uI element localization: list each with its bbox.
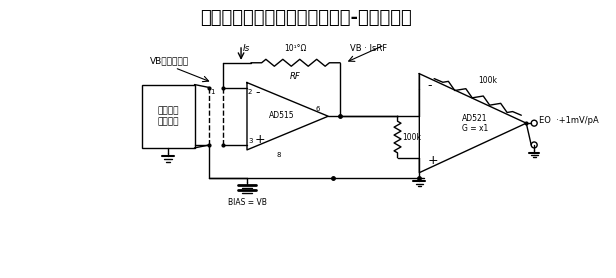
Text: 具有接地的偏压和传感器的电流-电压变换器: 具有接地的偏压和传感器的电流-电压变换器 — [201, 9, 412, 27]
Text: 8: 8 — [277, 152, 281, 158]
Text: 6: 6 — [316, 106, 320, 112]
Text: VB · IsRF: VB · IsRF — [350, 44, 387, 53]
Text: 100k: 100k — [478, 76, 497, 85]
Text: 1: 1 — [210, 90, 215, 96]
Text: 3: 3 — [248, 138, 253, 144]
Text: G = x1: G = x1 — [461, 124, 488, 133]
Text: BIAS = VB: BIAS = VB — [227, 198, 267, 207]
Text: 100k: 100k — [402, 133, 421, 142]
Text: RF: RF — [290, 72, 301, 81]
Text: Is: Is — [243, 44, 251, 53]
Text: -: - — [255, 86, 259, 99]
Text: EO  ·+1mV/pA: EO ·+1mV/pA — [539, 116, 599, 125]
Bar — [142, 85, 195, 148]
Text: AD515: AD515 — [269, 111, 294, 120]
Text: 10¹°Ω: 10¹°Ω — [285, 44, 307, 53]
Text: 2: 2 — [248, 88, 253, 95]
Text: -: - — [428, 79, 432, 92]
Text: VB出现在这里: VB出现在这里 — [150, 57, 189, 66]
Text: +: + — [255, 133, 265, 147]
Text: AD521: AD521 — [462, 114, 487, 123]
Text: 传感器或
被测部件: 传感器或 被测部件 — [158, 106, 179, 126]
Text: +: + — [428, 154, 438, 167]
